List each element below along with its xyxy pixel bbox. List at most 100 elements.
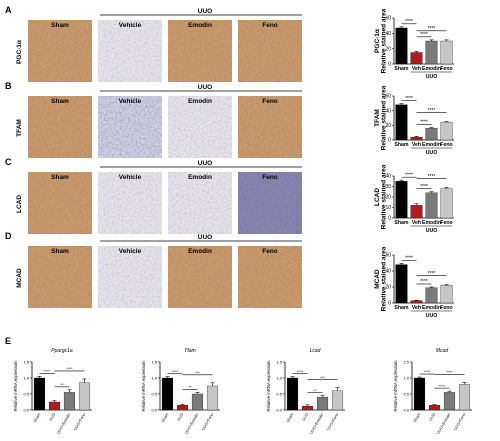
category-label: Sham <box>33 413 41 424</box>
y-axis-label: LCAD <box>374 188 381 206</box>
significance-label: **** <box>66 366 73 371</box>
y-tick-label: 0.5 <box>151 392 157 397</box>
y-axis-label: Relative mRNA expression <box>393 360 398 412</box>
image-label: Vehicle <box>119 248 142 255</box>
category-label: Sham <box>413 413 421 424</box>
category-label: UUO+Feno <box>326 413 339 432</box>
y-axis-label: Relative stained area <box>381 8 388 73</box>
significance-label: **** <box>446 370 453 375</box>
image-label: Feno <box>262 22 278 29</box>
y-tick-label: 30 <box>385 184 391 190</box>
uuo-group-header: UUO <box>198 160 212 167</box>
panel-letter: C <box>5 157 12 167</box>
bar-sham <box>33 377 46 411</box>
image-label: Vehicle <box>119 98 142 105</box>
bar-uuo <box>176 405 189 411</box>
image-label: Feno <box>262 174 278 181</box>
bar-sham <box>395 104 408 141</box>
y-axis-label: Relative stained area <box>381 164 388 229</box>
marker-label: MCAD <box>16 268 23 288</box>
significance-label: ** <box>188 385 192 390</box>
significance-label: **** <box>405 256 413 262</box>
y-tick-label: 0.0 <box>23 408 29 413</box>
micrograph-emodin: Emodin <box>168 96 232 158</box>
y-tick-label: 1.5 <box>403 360 409 365</box>
category-label: Sham <box>161 413 169 424</box>
chart-title: Tfam <box>184 348 195 354</box>
image-label: Feno <box>262 98 278 105</box>
group-label: UUO <box>426 228 438 234</box>
category-label: UUO+Feno <box>453 413 466 432</box>
category-label: Emodin <box>422 220 441 226</box>
micrograph-sham: Sham <box>28 246 92 308</box>
y-axis-label: Relative stained area <box>381 246 388 311</box>
panel-c: C UUO LCAD Sham Vehicle Emodin Feno <box>5 157 302 234</box>
category-label: UUO+Emodin <box>436 413 451 435</box>
significance-label: **** <box>172 369 179 374</box>
chart-title: Mcad <box>436 348 448 354</box>
significance-label: **** <box>428 108 436 114</box>
micrograph-sham: Sham <box>28 172 92 234</box>
significance-label: **** <box>44 369 51 374</box>
micrograph-feno: Feno <box>238 172 302 234</box>
y-axis-label: Relative stained area <box>381 85 388 150</box>
bar-uuo <box>428 405 441 411</box>
y-tick-label: 60 <box>385 94 391 100</box>
significance-label: **** <box>420 120 428 126</box>
micrograph-emodin: Emodin <box>168 172 232 234</box>
bar-uuo-emodin <box>316 397 329 411</box>
category-label: Veh <box>412 220 421 226</box>
y-axis-label: MCAD <box>374 269 381 289</box>
y-tick-label: 0 <box>388 216 391 222</box>
bar-veh <box>410 300 423 304</box>
image-label: Sham <box>51 98 69 105</box>
y-tick-label: 10 <box>385 205 391 211</box>
bar-feno <box>440 188 453 219</box>
y-tick-label: 0.0 <box>403 408 409 413</box>
panel-d: D UUO MCAD Sham Vehicle Emodin Feno <box>5 231 302 308</box>
y-axis-label: Relative mRNA expression <box>266 360 271 412</box>
significance-label: *** <box>320 375 325 380</box>
y-tick-label: 60 <box>385 16 391 22</box>
tissue-image <box>168 96 232 158</box>
significance-label: **** <box>420 32 428 38</box>
chart-title: Ppargc1a <box>51 348 73 354</box>
tissue-image <box>28 96 92 158</box>
image-label: Feno <box>262 248 278 255</box>
chart-title: Lcad <box>310 348 321 354</box>
significance-label: ** <box>60 382 64 387</box>
group-label: UUO <box>426 313 438 319</box>
marker-label: LCAD <box>16 195 23 213</box>
micrograph-emodin: Emodin <box>168 20 232 82</box>
tissue-image <box>238 20 302 82</box>
category-label: Veh <box>412 305 421 311</box>
tissue-image <box>98 20 162 82</box>
category-label: Feno <box>440 220 452 226</box>
bar-emodin <box>425 40 438 65</box>
micrograph-sham: Sham <box>28 20 92 82</box>
y-tick-label: 40 <box>385 108 391 114</box>
chart-mcad: 0.0 0.5 1.0 1.5 Sham UUO UUO+Emodin UUO+Feno ***… <box>393 348 472 435</box>
significance-label: ** <box>313 388 317 393</box>
image-label: Sham <box>51 22 69 29</box>
marker-label: PGC-1α <box>16 40 23 64</box>
significance-label: **** <box>428 271 436 277</box>
bar-uuo-emodin <box>191 393 204 411</box>
y-tick-label: 1.0 <box>151 376 157 381</box>
bar-sham <box>395 181 408 219</box>
tissue-image <box>168 20 232 82</box>
significance-label: **** <box>439 383 446 388</box>
panel-letter: A <box>5 5 12 15</box>
y-tick-label: 0 <box>388 301 391 307</box>
category-label: Sham <box>394 305 409 311</box>
y-tick-label: 40 <box>385 31 391 37</box>
category-label: Sham <box>394 220 409 226</box>
bar-uuo-feno <box>78 382 91 411</box>
y-tick-label: 0 <box>388 62 391 68</box>
